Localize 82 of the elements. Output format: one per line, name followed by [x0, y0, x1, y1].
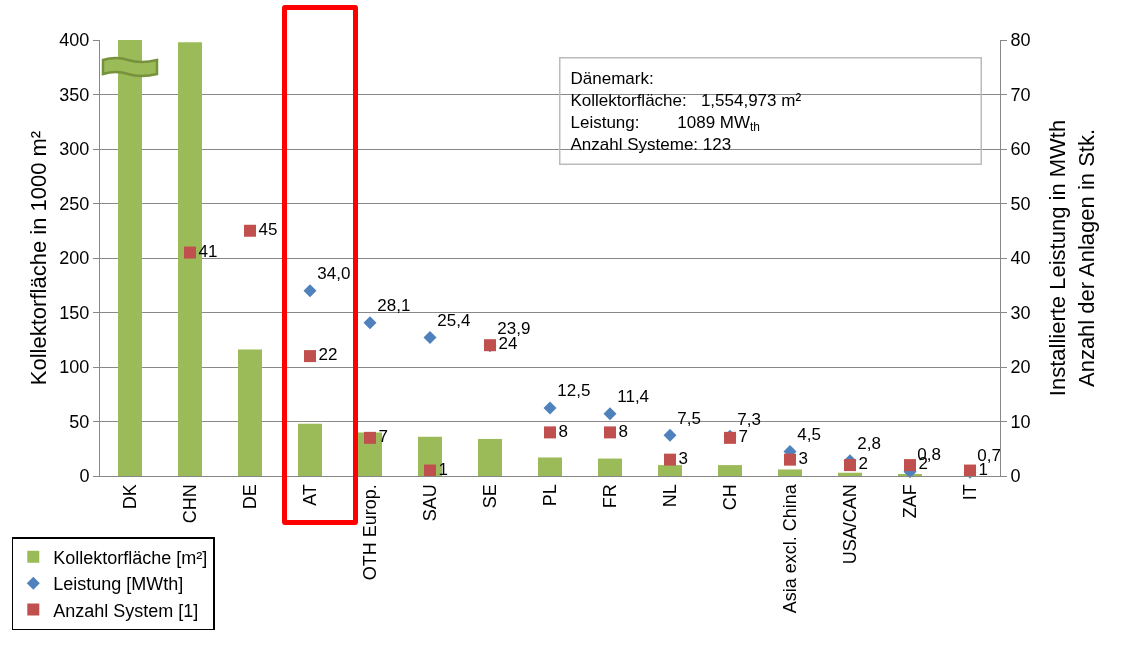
- data-label: 34,0: [317, 264, 351, 284]
- bar: [658, 465, 682, 476]
- x-tick-label: OTH Europ.: [359, 484, 380, 581]
- x-tick-label: DK: [119, 484, 140, 510]
- point: [844, 459, 856, 472]
- data-label: 4,5: [797, 424, 821, 444]
- x-tick-label: AT: [299, 484, 320, 506]
- bar: [718, 465, 742, 476]
- data-label: 7,3: [737, 409, 761, 429]
- point: [544, 426, 556, 439]
- legend-label: Kollektorfläche [m²]: [53, 547, 208, 568]
- point: [423, 331, 437, 345]
- bar: [238, 349, 262, 476]
- y2-tick-label: 10: [1010, 411, 1031, 432]
- point: [364, 431, 376, 444]
- data-label: 11,4: [617, 387, 650, 407]
- y2-tick-label: 20: [1010, 357, 1031, 378]
- y-tick-label: 400: [59, 30, 90, 51]
- bar: [598, 458, 622, 476]
- point: [304, 350, 316, 363]
- y-tick-label: 350: [59, 84, 90, 105]
- point: [784, 453, 796, 466]
- y2-axis-title: Installierte Leistung in MWth Anzahl der Anlagen in Stk.: [1045, 119, 1099, 397]
- y2-tick-label: 40: [1010, 248, 1031, 269]
- bar: [298, 423, 322, 476]
- bar: [538, 457, 562, 476]
- bar: [838, 472, 862, 476]
- data-label: 8: [618, 421, 628, 441]
- y2-tick-label: 80: [1010, 30, 1031, 51]
- bar: [478, 438, 502, 476]
- data-label: 7,5: [677, 408, 701, 428]
- point: [363, 316, 377, 330]
- x-tick-label: PL: [539, 484, 560, 507]
- data-label: 2,8: [857, 434, 881, 454]
- x-tick-label: CHN: [179, 484, 200, 524]
- data-label: 8: [558, 421, 568, 441]
- y-tick-label: 100: [59, 357, 90, 378]
- legend-label: Anzahl System [1]: [53, 600, 199, 621]
- data-label: 12,5: [557, 381, 591, 401]
- point: [303, 284, 317, 298]
- y2-tick-label: 0: [1010, 466, 1021, 487]
- data-label: 3: [798, 448, 808, 468]
- y-tick-label: 200: [59, 248, 90, 269]
- y2-tick-label: 60: [1010, 139, 1031, 160]
- data-label: 45: [258, 220, 278, 239]
- point: [604, 426, 616, 439]
- text: Dänemark: Kollektorfläche: 1,554,973 m² Leistung: 1089 MW$_{th}$ Anzahl Systeme: 123: [570, 68, 802, 154]
- y-axis-title: Kollektorfläche in 1000 m²: [26, 130, 51, 386]
- data-label: 22: [318, 345, 338, 365]
- x-tick-label: Asia excl. China: [779, 483, 800, 614]
- bar: [778, 469, 802, 476]
- data-label: 7: [738, 427, 748, 447]
- x-tick-label: SE: [479, 484, 500, 509]
- point: [904, 459, 916, 472]
- x-tick-label: USA/CAN: [839, 484, 860, 565]
- data-label: 3: [678, 448, 688, 468]
- x-tick-label: CH: [719, 484, 740, 511]
- point: [244, 224, 256, 237]
- point: [424, 464, 436, 477]
- y-tick-label: 50: [69, 411, 90, 432]
- data-label: 28,1: [377, 296, 411, 316]
- point: [543, 401, 557, 415]
- data-label: 2: [858, 454, 868, 474]
- point: [663, 428, 677, 442]
- x-tick-label: NL: [659, 484, 680, 508]
- point: [664, 453, 676, 466]
- x-tick-label: IT: [959, 484, 980, 501]
- data-label: 25,4: [437, 311, 471, 331]
- y-tick-label: 150: [59, 302, 90, 323]
- y-tick-label: 0: [79, 466, 90, 487]
- point: [184, 246, 196, 259]
- x-tick-label: DE: [239, 484, 260, 510]
- x-tick-label: FR: [599, 484, 620, 509]
- y2-tick-label: 30: [1010, 302, 1031, 323]
- y-tick-label: 250: [59, 193, 90, 214]
- y2-tick-label: 50: [1010, 193, 1031, 214]
- legend-label: Leistung [MWth]: [53, 574, 184, 595]
- point: [603, 407, 617, 421]
- y2-tick-label: 70: [1010, 84, 1031, 105]
- y-tick-label: 300: [59, 139, 90, 160]
- x-tick-label: ZAF: [899, 484, 920, 519]
- x-tick-label: SAU: [419, 484, 440, 522]
